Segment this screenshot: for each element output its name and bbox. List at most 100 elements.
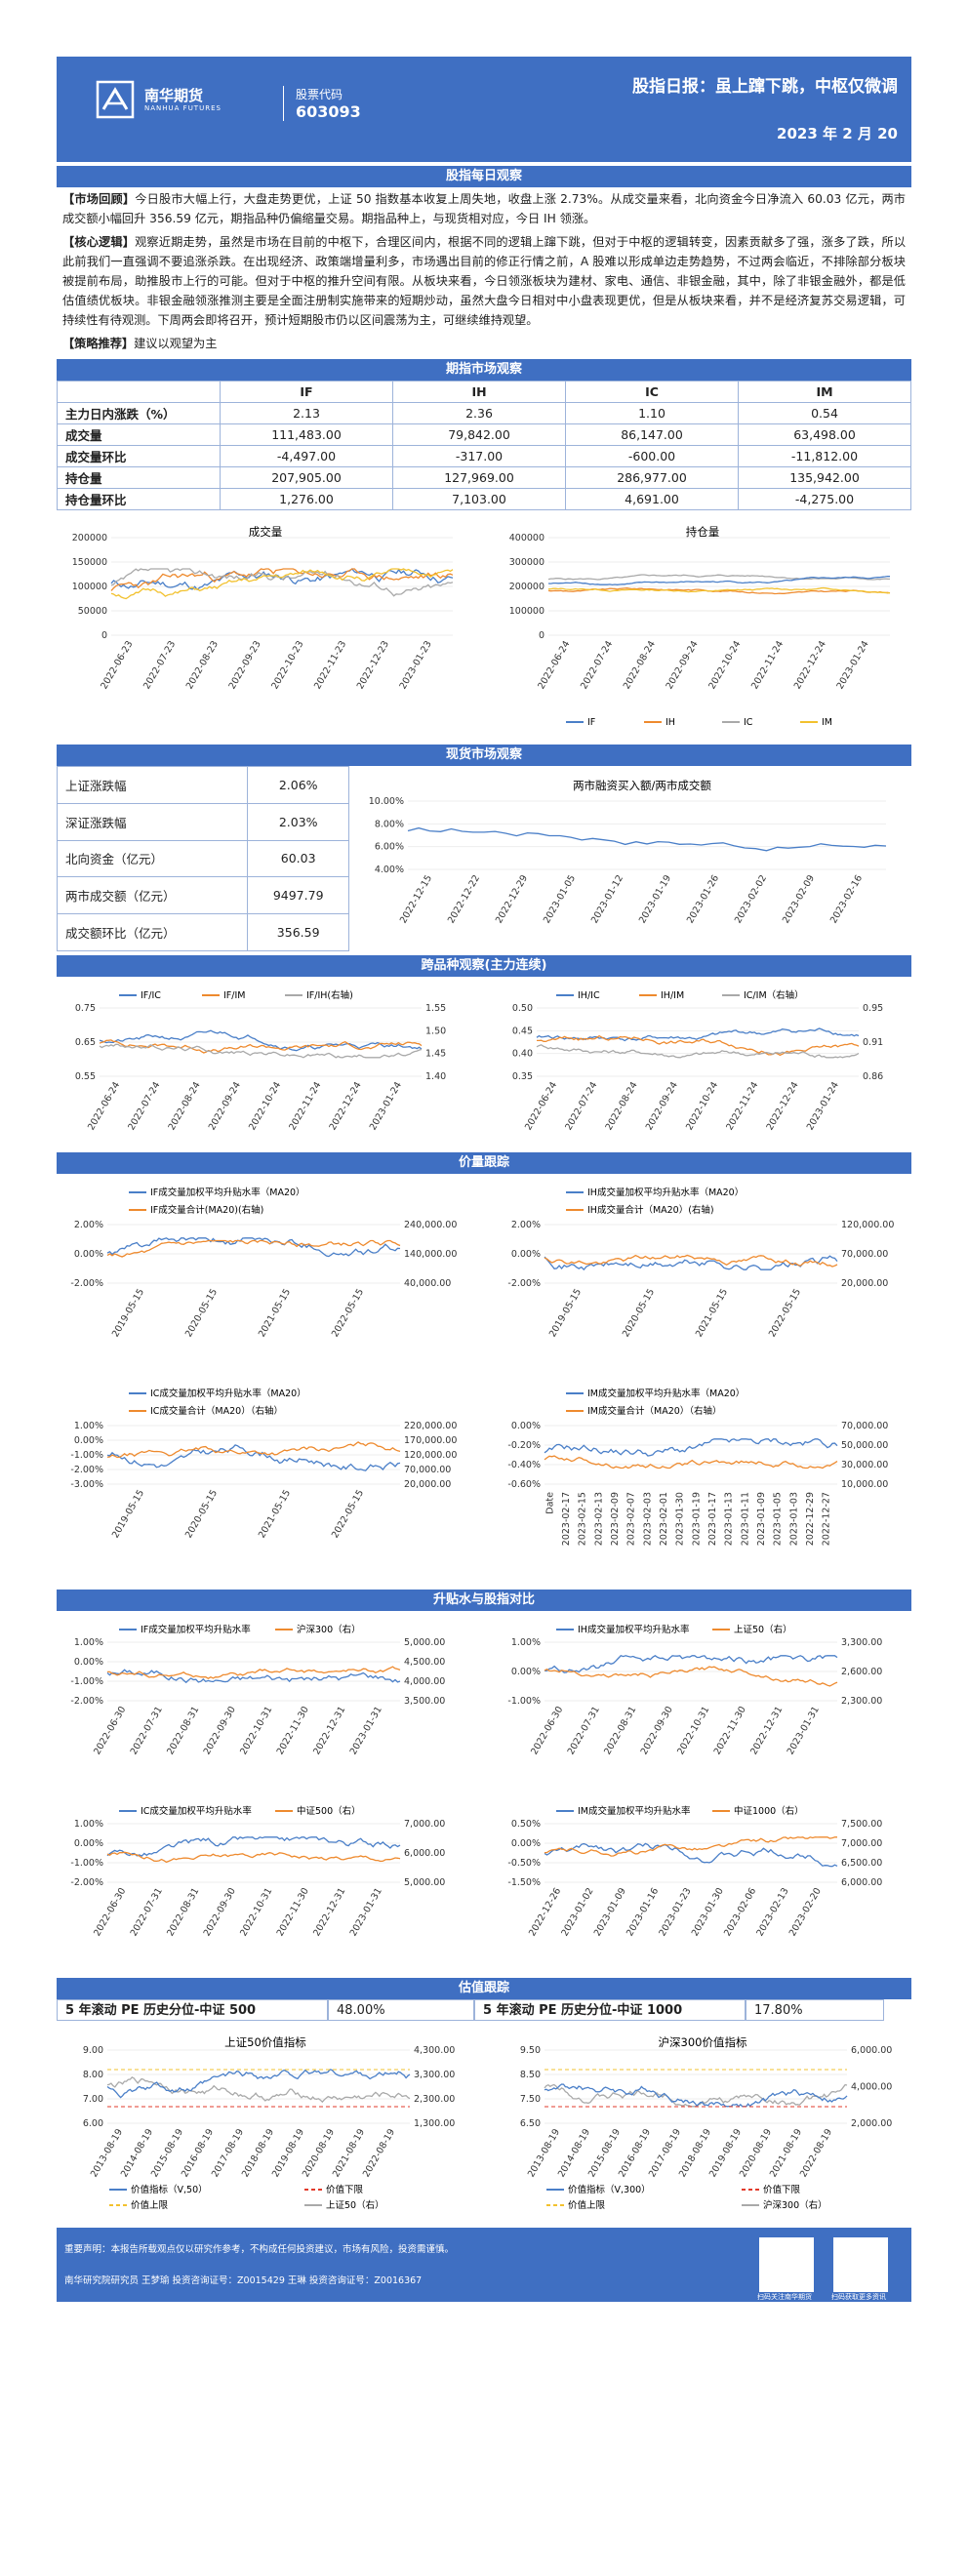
y2-tick-label: 10,000.00 xyxy=(841,1479,888,1490)
legend-label: IH xyxy=(666,717,675,728)
chart-title: 两市融资买入额/两市成交额 xyxy=(573,779,711,792)
y2-tick-label: 20,000.00 xyxy=(404,1479,451,1490)
x-tick-label: 2023-01-31 xyxy=(348,1705,384,1756)
x-tick-label: 2022-09-23 xyxy=(227,639,263,691)
futures-col-header: IM xyxy=(738,381,911,403)
pe-right-value: 17.80% xyxy=(746,1999,884,2021)
table-cell: 135,942.00 xyxy=(738,466,911,489)
y2-tick-label: 4,000.00 xyxy=(404,1676,445,1687)
table-cell: 356.59 xyxy=(247,913,349,951)
y2-tick-label: 240,000.00 xyxy=(404,1220,457,1230)
y2-tick-label: 6,000.00 xyxy=(851,2045,892,2056)
x-tick-label: 2023-02-09 xyxy=(610,1492,621,1546)
legend-label: 沪深300（右） xyxy=(763,2199,827,2211)
y-tick-label: 0 xyxy=(539,630,544,641)
series-line xyxy=(544,1254,838,1268)
y-tick-label: -2.00% xyxy=(70,1877,103,1888)
x-tick-label: 2023-01-26 xyxy=(685,873,721,925)
row-label: 持仓量环比 xyxy=(57,488,221,510)
x-tick-label: 2022-10-24 xyxy=(706,639,743,691)
strategy-text: 建议以观望为主 xyxy=(134,337,218,350)
table-cell: 4,691.00 xyxy=(565,488,739,510)
series-line xyxy=(536,1027,860,1042)
series-line xyxy=(544,1842,838,1868)
y-tick-label: 150000 xyxy=(72,557,107,568)
y-tick-label: 400000 xyxy=(509,533,544,543)
y-tick-label: 0.00% xyxy=(511,1421,541,1431)
legend-label: IH成交量加权平均升贴水率（MA20） xyxy=(587,1187,744,1198)
report-title: 股指日报：虽上蹿下跳，中枢仅微调 xyxy=(632,77,898,97)
vp-chart-ic: IC成交量加权平均升贴水率（MA20） IC成交量合计（MA20）（右轴） 1.00… xyxy=(70,1388,457,1540)
margin-ratio-chart: 两市融资买入额/两市成交额10.00%8.00%6.00%4.00%2022-1… xyxy=(369,779,887,925)
futures-col-header: IH xyxy=(392,381,566,403)
x-tick-label: 2022-12-31 xyxy=(748,1705,785,1756)
y-tick-label: 1.00% xyxy=(74,1637,103,1648)
core-logic: 【核心逻辑】观察近期走势，虽然是市场在目前的中枢下，合理区间内，根据不同的逻辑上… xyxy=(57,230,911,332)
x-tick-label: 2022-10-24 xyxy=(684,1080,720,1132)
x-tick-label: 2023-02-09 xyxy=(781,873,817,925)
y-tick-label: -1.00% xyxy=(507,1696,541,1707)
x-tick-label: 2022-08-24 xyxy=(622,639,658,691)
x-tick-label: 2022-12-24 xyxy=(792,639,828,691)
table-cell: 7,103.00 xyxy=(392,488,566,510)
x-tick-label: 2023-01-09 xyxy=(756,1492,767,1546)
report-footer: 重要声明：本报告所载观点仅以研究作参考，不构成任何投资建议，市场有风险，投资需谨… xyxy=(57,2228,911,2302)
x-tick-label: 2023-01-24 xyxy=(368,1080,404,1132)
x-tick-label: 2022-06-30 xyxy=(92,1705,128,1756)
y2-tick-label: 0.95 xyxy=(863,1003,883,1014)
legend-label: 上证50（右） xyxy=(734,1624,792,1635)
y-tick-label: 10.00% xyxy=(369,796,404,807)
series-line xyxy=(106,1441,401,1459)
y2-tick-label: 6,000.00 xyxy=(404,1848,445,1859)
row-label: 主力日内涨跌（%） xyxy=(57,402,221,424)
x-tick-label: 2023-02-02 xyxy=(733,873,769,925)
table-cell: 1,276.00 xyxy=(220,488,393,510)
strategy-tag: 【策略推荐】 xyxy=(62,337,135,350)
legend-label: IF/IH(右轴) xyxy=(306,989,353,1001)
y2-tick-label: 2,000.00 xyxy=(851,2118,892,2129)
section-daily: 股指每日观察 xyxy=(57,166,911,187)
y2-tick-label: 7,500.00 xyxy=(841,1819,882,1830)
y-tick-label: 9.00 xyxy=(83,2045,103,2056)
series-line xyxy=(544,1666,838,1687)
legend-label: IC成交量合计（MA20）（右轴） xyxy=(150,1405,283,1417)
table-row: 成交额环比（亿元） 356.59 xyxy=(56,913,349,951)
pe-right-label: 5 年滚动 PE 历史分位-中证 1000 xyxy=(474,1999,746,2021)
series-line xyxy=(110,568,454,591)
qr-code-icon[interactable] xyxy=(833,2237,888,2292)
x-tick-label: 2019-05-15 xyxy=(547,1287,584,1339)
x-tick-label: 2022-10-31 xyxy=(675,1705,711,1756)
qr-code-icon[interactable] xyxy=(759,2237,814,2292)
y2-tick-label: 30,000.00 xyxy=(841,1460,888,1470)
y-tick-label: 0.65 xyxy=(75,1037,96,1048)
x-tick-label: 2023-02-16 xyxy=(828,873,865,925)
table-cell: -4,275.00 xyxy=(738,488,911,510)
report-date: 2023 年 2 月 20 xyxy=(777,125,898,142)
table-row: 上证涨跌幅 2.06% xyxy=(56,766,349,804)
table-row: 成交量环比 -4,497.00 -317.00 -600.00 -11,812.00 xyxy=(57,445,911,467)
x-tick-label: 2022-06-30 xyxy=(529,1705,565,1756)
y-tick-label: 0.00% xyxy=(74,1838,103,1849)
strategy: 【策略推荐】建议以观望为主 xyxy=(57,332,911,355)
x-tick-label: 2023-02-13 xyxy=(754,1886,790,1938)
x-tick-label: 2023-01-17 xyxy=(707,1492,718,1546)
y2-tick-label: 120,000.00 xyxy=(404,1450,457,1461)
series-line xyxy=(106,2069,411,2099)
table-row: 成交量 111,483.00 79,842.00 86,147.00 63,498.00 xyxy=(57,423,911,446)
legend-label: 中证500（右） xyxy=(297,1805,361,1817)
y-tick-label: -3.00% xyxy=(70,1479,103,1490)
y-tick-label: 1.00% xyxy=(511,1637,541,1648)
legend-label: 上证50（右） xyxy=(326,2199,384,2211)
x-tick-label: 2022-12-31 xyxy=(311,1886,347,1938)
row-label: 成交量 xyxy=(57,423,221,446)
table-cell: 9497.79 xyxy=(247,876,349,915)
x-tick-label: 2022-10-31 xyxy=(238,1705,274,1756)
basis-chart-im: IM成交量加权平均升贴水率 中证1000（右） 0.50% 0.00% -0.50% -1… xyxy=(507,1805,882,1938)
x-tick-label: 2022-07-24 xyxy=(126,1080,162,1132)
futures-table: IF IH IC IM 主力日内涨跌（%） 2.13 2.36 1.10 0.54 成交量 111,… xyxy=(57,381,911,510)
series-line xyxy=(544,1655,838,1673)
table-cell: 207,905.00 xyxy=(220,466,393,489)
y-tick-label: 100000 xyxy=(509,606,544,617)
